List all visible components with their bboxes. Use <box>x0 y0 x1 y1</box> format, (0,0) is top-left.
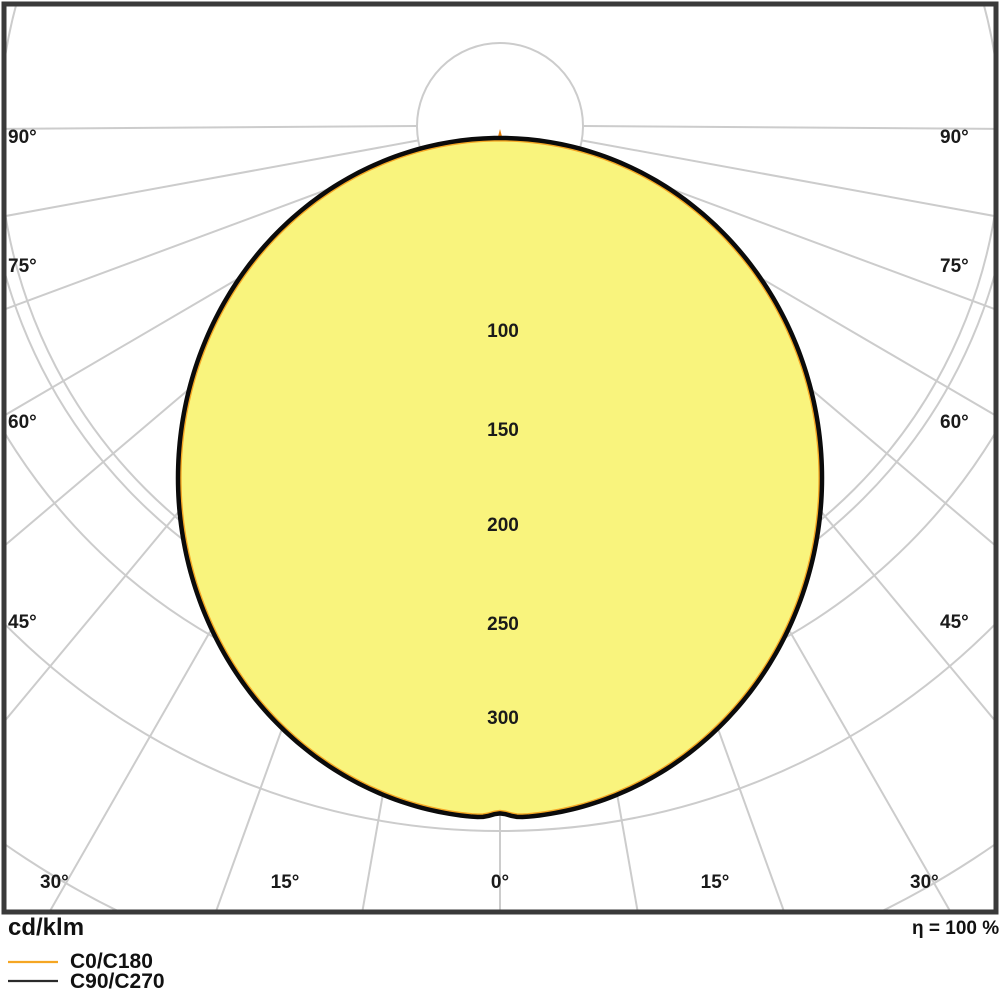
svg-text:60°: 60° <box>8 412 37 433</box>
svg-text:C90/C270: C90/C270 <box>70 970 165 993</box>
svg-text:30°: 30° <box>910 872 939 893</box>
svg-text:60°: 60° <box>940 412 969 433</box>
svg-text:30°: 30° <box>40 872 69 893</box>
svg-text:75°: 75° <box>940 256 969 277</box>
svg-text:90°: 90° <box>940 127 969 148</box>
svg-text:45°: 45° <box>940 612 969 633</box>
svg-text:250: 250 <box>487 614 519 635</box>
svg-text:200: 200 <box>487 515 519 536</box>
svg-text:15°: 15° <box>701 872 730 893</box>
svg-text:75°: 75° <box>8 256 37 277</box>
svg-text:0°: 0° <box>491 872 509 893</box>
svg-text:45°: 45° <box>8 612 37 633</box>
svg-text:100: 100 <box>487 321 519 342</box>
svg-text:90°: 90° <box>8 127 37 148</box>
svg-text:cd/klm: cd/klm <box>8 914 84 941</box>
svg-text:η = 100 %: η = 100 % <box>912 918 999 939</box>
svg-text:150: 150 <box>487 420 519 441</box>
svg-text:15°: 15° <box>271 872 300 893</box>
svg-text:300: 300 <box>487 708 519 729</box>
